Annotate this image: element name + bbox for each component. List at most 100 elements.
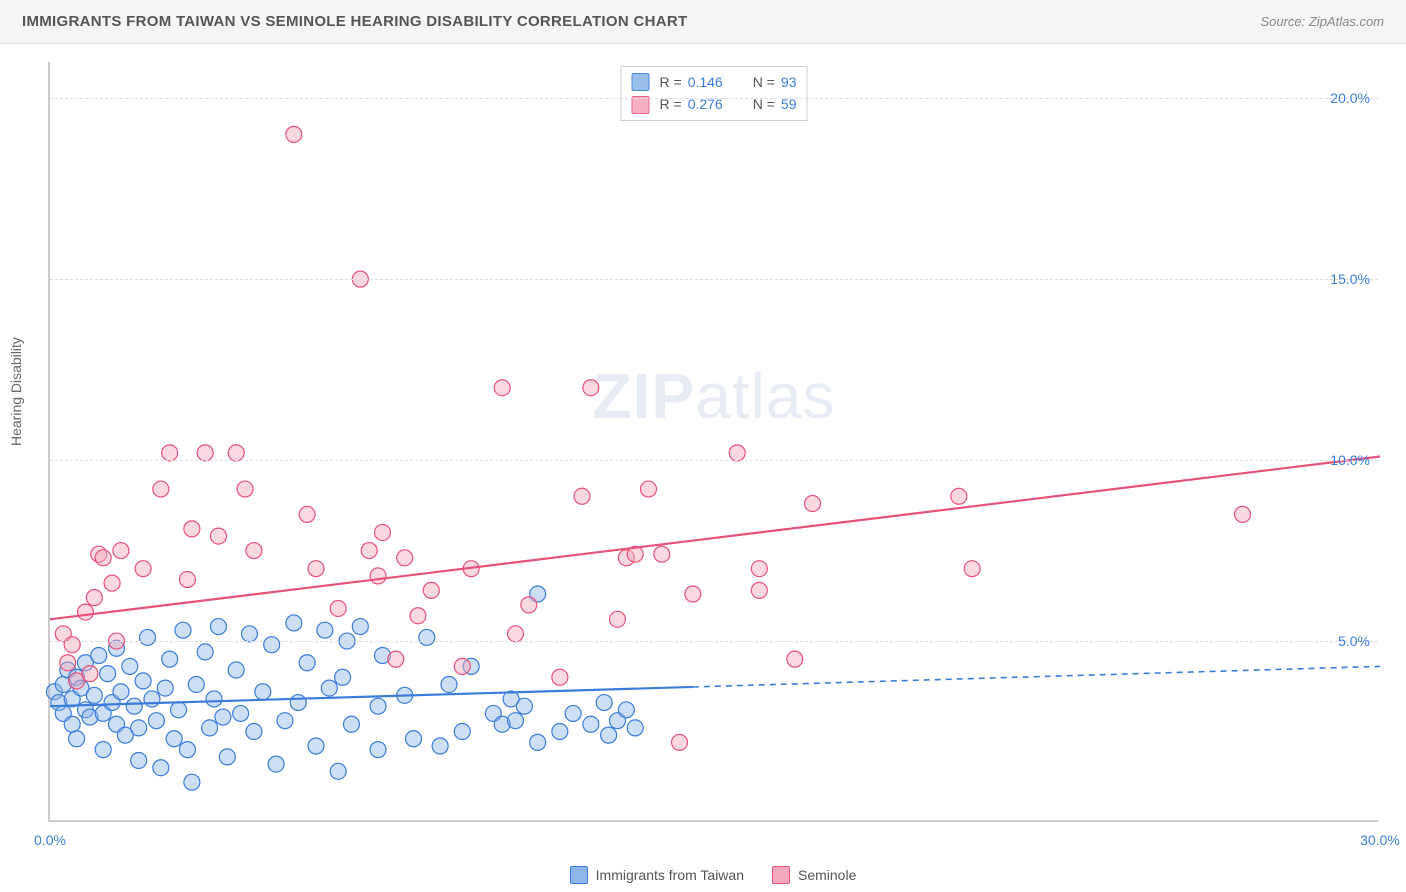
scatter-point-taiwan bbox=[370, 698, 386, 714]
scatter-point-seminole bbox=[609, 611, 625, 627]
scatter-point-taiwan bbox=[308, 738, 324, 754]
scatter-point-taiwan bbox=[596, 695, 612, 711]
scatter-point-taiwan bbox=[530, 734, 546, 750]
swatch-taiwan bbox=[632, 73, 650, 91]
scatter-point-taiwan bbox=[135, 673, 151, 689]
scatter-point-taiwan bbox=[148, 713, 164, 729]
grid-line bbox=[50, 641, 1378, 642]
scatter-point-taiwan bbox=[565, 705, 581, 721]
scatter-plot-svg bbox=[50, 62, 1378, 820]
n-label: N = bbox=[753, 93, 775, 115]
scatter-point-taiwan bbox=[454, 724, 470, 740]
scatter-point-taiwan bbox=[286, 615, 302, 631]
scatter-point-taiwan bbox=[184, 774, 200, 790]
x-tick-label: 0.0% bbox=[34, 832, 66, 848]
scatter-point-seminole bbox=[951, 488, 967, 504]
r-value-taiwan: 0.146 bbox=[688, 71, 723, 93]
scatter-point-seminole bbox=[423, 582, 439, 598]
scatter-point-taiwan bbox=[321, 680, 337, 696]
scatter-point-taiwan bbox=[317, 622, 333, 638]
scatter-point-taiwan bbox=[552, 724, 568, 740]
header-bar: IMMIGRANTS FROM TAIWAN VS SEMINOLE HEARI… bbox=[0, 0, 1406, 44]
scatter-point-seminole bbox=[299, 506, 315, 522]
scatter-point-taiwan bbox=[131, 720, 147, 736]
stats-legend: R =0.146N =93R =0.276N =59 bbox=[621, 66, 808, 121]
scatter-point-taiwan bbox=[352, 619, 368, 635]
scatter-point-taiwan bbox=[144, 691, 160, 707]
scatter-point-taiwan bbox=[197, 644, 213, 660]
chart-title: IMMIGRANTS FROM TAIWAN VS SEMINOLE HEARI… bbox=[22, 13, 687, 30]
scatter-point-seminole bbox=[135, 561, 151, 577]
scatter-point-seminole bbox=[375, 524, 391, 540]
scatter-point-seminole bbox=[113, 543, 129, 559]
scatter-point-taiwan bbox=[343, 716, 359, 732]
scatter-point-taiwan bbox=[219, 749, 235, 765]
scatter-point-taiwan bbox=[113, 684, 129, 700]
scatter-point-seminole bbox=[286, 126, 302, 142]
scatter-point-seminole bbox=[574, 488, 590, 504]
scatter-point-taiwan bbox=[131, 752, 147, 768]
scatter-point-taiwan bbox=[95, 742, 111, 758]
scatter-point-seminole bbox=[805, 496, 821, 512]
scatter-point-taiwan bbox=[140, 629, 156, 645]
r-label: R = bbox=[660, 71, 682, 93]
swatch-taiwan bbox=[570, 866, 588, 884]
scatter-point-seminole bbox=[751, 582, 767, 598]
scatter-point-taiwan bbox=[268, 756, 284, 772]
scatter-point-taiwan bbox=[441, 676, 457, 692]
trend-line-dashed-taiwan bbox=[693, 666, 1380, 687]
scatter-point-seminole bbox=[410, 608, 426, 624]
scatter-point-seminole bbox=[397, 550, 413, 566]
scatter-point-seminole bbox=[388, 651, 404, 667]
scatter-point-seminole bbox=[184, 521, 200, 537]
scatter-point-seminole bbox=[95, 550, 111, 566]
scatter-point-seminole bbox=[64, 637, 80, 653]
n-value-seminole: 59 bbox=[781, 93, 797, 115]
scatter-point-seminole bbox=[162, 445, 178, 461]
scatter-point-seminole bbox=[583, 380, 599, 396]
scatter-point-taiwan bbox=[126, 698, 142, 714]
scatter-point-seminole bbox=[104, 575, 120, 591]
scatter-point-taiwan bbox=[370, 742, 386, 758]
scatter-point-taiwan bbox=[618, 702, 634, 718]
swatch-seminole bbox=[772, 866, 790, 884]
scatter-point-taiwan bbox=[188, 676, 204, 692]
scatter-point-taiwan bbox=[69, 731, 85, 747]
scatter-point-seminole bbox=[153, 481, 169, 497]
plot-area: ZIPatlas R =0.146N =93R =0.276N =59 5.0%… bbox=[48, 62, 1378, 822]
scatter-point-seminole bbox=[86, 590, 102, 606]
scatter-point-seminole bbox=[751, 561, 767, 577]
scatter-point-seminole bbox=[197, 445, 213, 461]
scatter-point-taiwan bbox=[432, 738, 448, 754]
scatter-point-seminole bbox=[308, 561, 324, 577]
grid-line bbox=[50, 279, 1378, 280]
scatter-point-seminole bbox=[60, 655, 76, 671]
stats-row-seminole: R =0.276N =59 bbox=[632, 93, 797, 115]
legend-item-seminole: Seminole bbox=[772, 866, 856, 884]
grid-line bbox=[50, 98, 1378, 99]
scatter-point-taiwan bbox=[233, 705, 249, 721]
scatter-point-taiwan bbox=[86, 687, 102, 703]
r-label: R = bbox=[660, 93, 682, 115]
scatter-point-taiwan bbox=[175, 622, 191, 638]
scatter-point-seminole bbox=[330, 600, 346, 616]
scatter-point-taiwan bbox=[299, 655, 315, 671]
scatter-point-seminole bbox=[508, 626, 524, 642]
scatter-point-taiwan bbox=[601, 727, 617, 743]
scatter-point-taiwan bbox=[210, 619, 226, 635]
n-label: N = bbox=[753, 71, 775, 93]
scatter-point-seminole bbox=[82, 666, 98, 682]
scatter-point-seminole bbox=[685, 586, 701, 602]
scatter-point-taiwan bbox=[202, 720, 218, 736]
scatter-point-taiwan bbox=[246, 724, 262, 740]
scatter-point-seminole bbox=[641, 481, 657, 497]
scatter-point-taiwan bbox=[166, 731, 182, 747]
scatter-point-taiwan bbox=[406, 731, 422, 747]
scatter-point-seminole bbox=[179, 572, 195, 588]
scatter-point-seminole bbox=[672, 734, 688, 750]
scatter-point-taiwan bbox=[335, 669, 351, 685]
y-tick-label: 5.0% bbox=[1338, 633, 1370, 649]
scatter-point-taiwan bbox=[508, 713, 524, 729]
scatter-point-seminole bbox=[654, 546, 670, 562]
scatter-point-taiwan bbox=[228, 662, 244, 678]
